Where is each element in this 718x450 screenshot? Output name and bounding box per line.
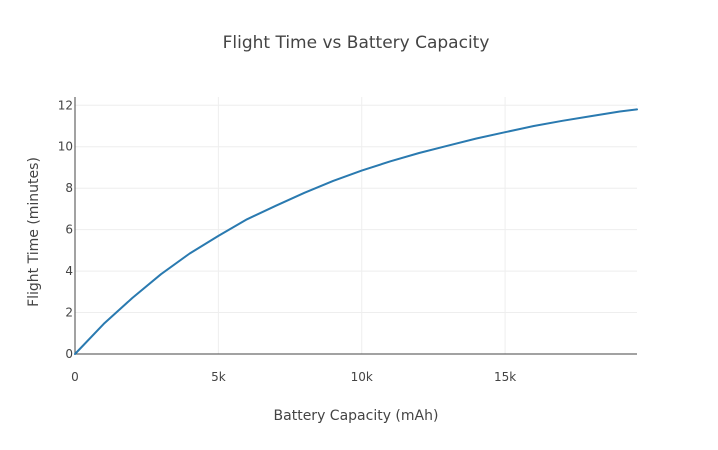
x-tick-label: 10k [351,370,373,384]
y-gridlines [75,104,637,314]
x-tick-label: 15k [494,370,516,384]
series-line-0 [74,108,638,355]
series-group [74,108,638,355]
axes [74,97,637,355]
x-gridlines [217,97,506,354]
y-tick-label: 12 [58,98,73,112]
x-tick-labels: 0 5k 10k 15k [71,370,516,384]
y-tick-label: 0 [65,347,73,361]
x-tick-label: 0 [71,370,79,384]
y-tick-label: 2 [65,306,73,320]
x-tick-label: 5k [211,370,226,384]
y-tick-label: 4 [65,264,73,278]
y-tick-label: 8 [65,181,73,195]
y-tick-label: 10 [58,140,73,154]
x-axis-label: Battery Capacity (mAh) [274,408,439,424]
y-tick-labels: 0 2 4 6 8 10 12 [58,98,73,361]
y-tick-label: 6 [65,223,73,237]
chart-title: Flight Time vs Battery Capacity [223,33,490,53]
y-axis-label: Flight Time (minutes) [26,157,42,307]
